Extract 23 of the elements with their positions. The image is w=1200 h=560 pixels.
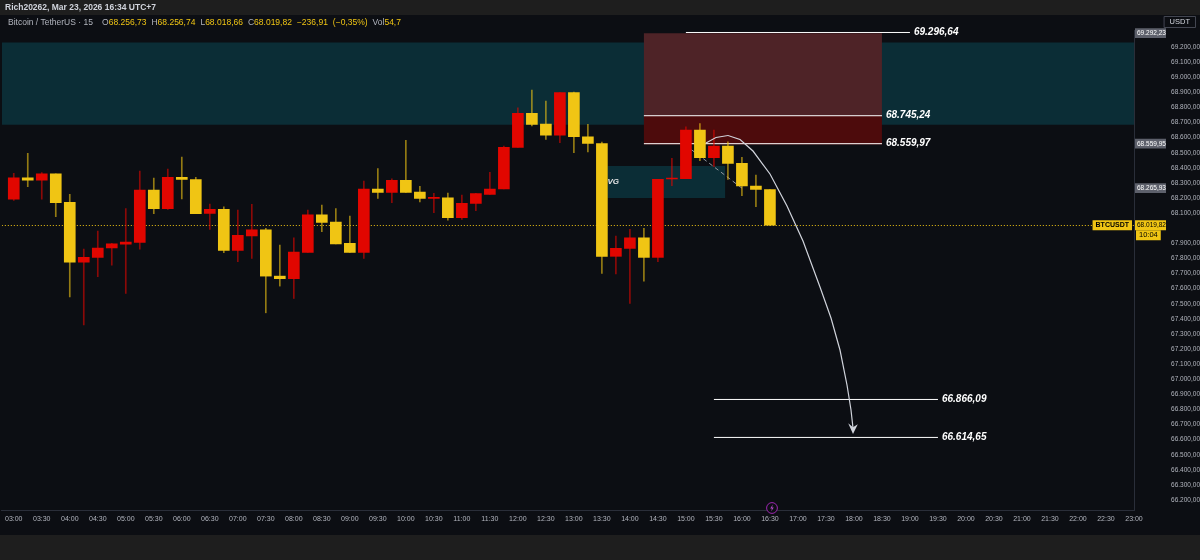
candlestick [203, 203, 216, 230]
candlestick [21, 153, 34, 188]
candlestick [245, 204, 258, 259]
candlestick [750, 174, 762, 207]
candlestick [105, 243, 118, 266]
candlestick [91, 230, 104, 278]
candlestick [610, 235, 622, 275]
data-label: 66.614,65 [941, 431, 987, 443]
candlestick [175, 156, 188, 200]
annotation: VG [607, 177, 620, 187]
text: Rich20262, Mar 23, 2026 16:34 UTC+7 [5, 2, 156, 13]
candlestick [77, 248, 90, 326]
candlestick [400, 140, 412, 193]
data-label: 66.866,09 [941, 393, 987, 405]
text: O68.256,73 H68.256,74 L68.018,66 C68.019,82 −236,91 (−0,35%) Vol54,7 [102, 17, 401, 28]
candlestick [428, 193, 440, 214]
chart-title: Bitcoin / TetherUS · 15 [8, 17, 94, 28]
candlestick [372, 168, 384, 199]
data-label: 68.559,97 [885, 137, 931, 149]
data-label: 68.745,24 [885, 109, 931, 121]
candlestick [273, 244, 286, 287]
data-label: 69.296,64 [913, 26, 959, 38]
candlestick [624, 228, 636, 304]
